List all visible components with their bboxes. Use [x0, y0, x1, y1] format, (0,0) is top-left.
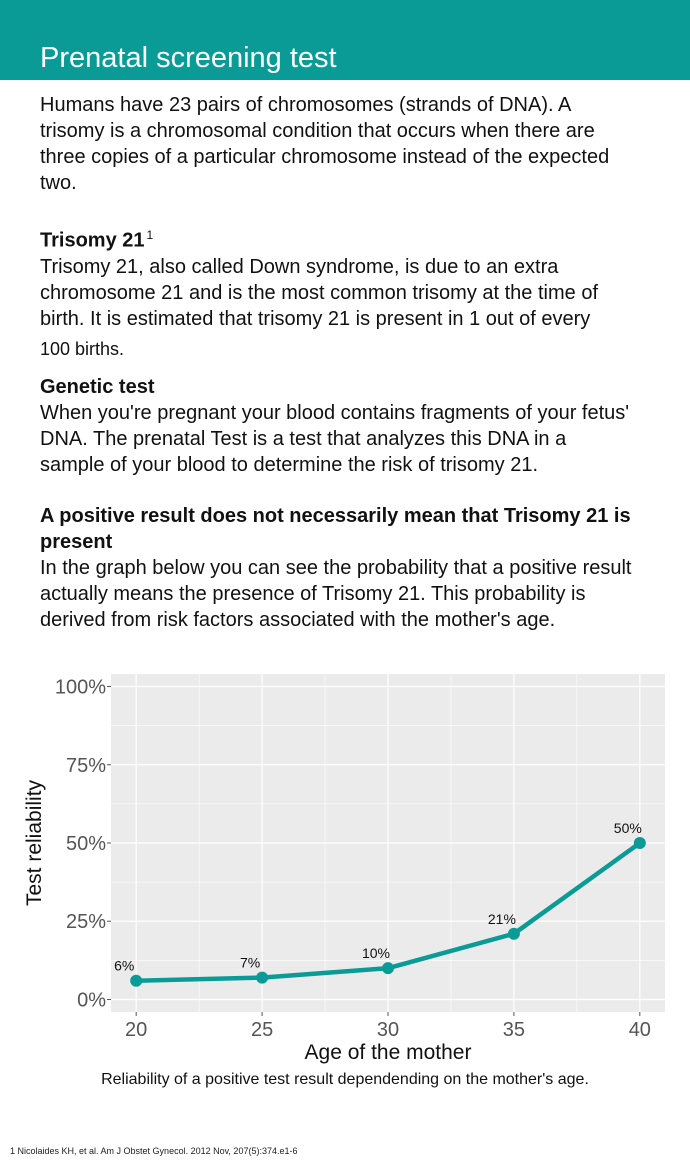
positive-line: actually means the presence of Trisomy 2… — [40, 583, 586, 605]
y-tick-label: 25% — [66, 911, 106, 933]
intro-line: Humans have 23 pairs of chromosomes (str… — [40, 94, 572, 116]
genetic-line: When you're pregnant your blood contains… — [40, 402, 630, 424]
data-label: 6% — [114, 958, 134, 974]
positive-section: A positive result does not necessarily m… — [40, 503, 665, 633]
intro-line: three copies of a particular chromosome … — [40, 146, 610, 168]
x-tick-label: 30 — [377, 1019, 399, 1041]
intro-line: trisomy is a chromosomal condition that … — [40, 120, 595, 142]
data-point — [130, 974, 143, 987]
chart-caption: Reliability of a positive test result de… — [101, 1071, 589, 1088]
genetic-line: DNA. The prenatal Test is a test that an… — [40, 428, 567, 450]
y-tick-label: 0% — [77, 989, 106, 1011]
reference-footnote: 1 Nicolaides KH, et al. Am J Obstet Gyne… — [10, 1146, 298, 1156]
y-tick-label: 75% — [66, 755, 106, 777]
footnote-marker: 1 — [146, 228, 154, 242]
trisomy-section: Trisomy 21 1 Trisomy 21, also called Down… — [40, 222, 665, 362]
data-point — [507, 927, 520, 940]
genetic-heading: Genetic test — [40, 376, 155, 398]
reliability-chart: 0% 25% 50% 75% 100% 20 25 30 35 40 Age of the moth… — [23, 674, 665, 1064]
data-point — [382, 962, 394, 975]
trisomy-line: birth. It is estimated that trisomy 21 i… — [40, 307, 591, 330]
x-tick-label: 25 — [251, 1019, 273, 1041]
data-label: 21% — [488, 911, 516, 927]
y-axis-title: Test reliability — [23, 779, 46, 906]
data-point — [256, 971, 269, 984]
positive-heading: A positive result does not necessarily m… — [40, 505, 631, 527]
x-tick-label: 40 — [629, 1019, 651, 1041]
x-axis-title: Age of the mother — [305, 1041, 472, 1064]
header-bar: Prenatal screening test — [0, 0, 690, 80]
data-label: 50% — [614, 820, 642, 836]
trisomy-line: Trisomy 21, also called Down syndrome, i… — [40, 255, 559, 278]
page-title: Prenatal screening test — [40, 42, 337, 74]
data-point — [633, 837, 646, 849]
y-tick-label: 50% — [66, 833, 106, 855]
x-tick-label: 35 — [503, 1019, 525, 1041]
intro-line: two. — [40, 172, 77, 194]
data-label: 10% — [362, 945, 390, 961]
positive-heading: present — [40, 531, 113, 553]
x-tick-label: 20 — [125, 1019, 147, 1041]
data-label: 7% — [240, 955, 260, 971]
y-tick-label: 100% — [55, 677, 106, 699]
genetic-section: Genetic test When you're pregnant your b… — [40, 374, 665, 478]
trisomy-heading-text: Trisomy 21 — [40, 229, 145, 252]
intro-paragraph: Humans have 23 pairs of chromosomes (str… — [40, 92, 665, 196]
positive-line: In the graph below you can see the proba… — [40, 557, 632, 579]
genetic-line: sample of your blood to determine the ri… — [40, 454, 539, 476]
trisomy-line: 100 births. — [40, 338, 125, 359]
positive-line: derived from risk factors associated wit… — [40, 609, 556, 631]
trisomy-heading: Trisomy 21 1 — [40, 222, 665, 254]
trisomy-line: chromosome 21 and is the most common tri… — [40, 281, 598, 304]
